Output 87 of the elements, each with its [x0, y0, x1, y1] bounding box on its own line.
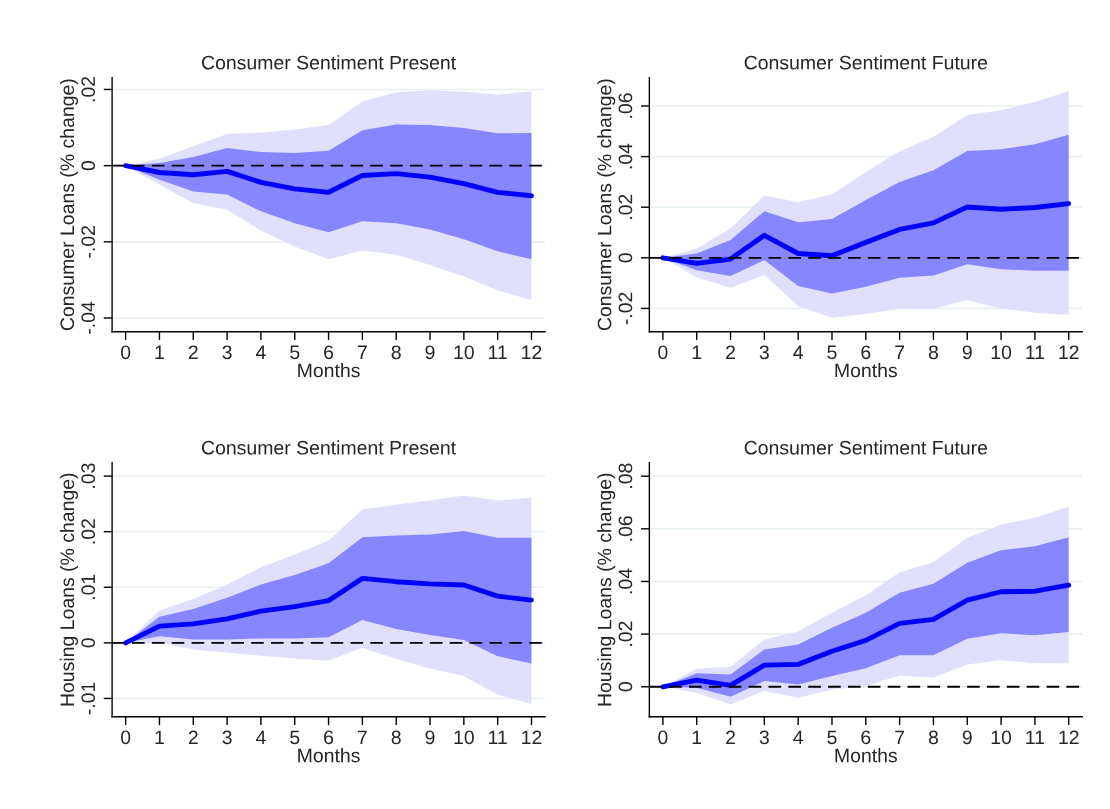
chart-title: Consumer Sentiment Present [202, 440, 456, 455]
x-tick-label: 2 [188, 730, 198, 745]
x-tick-label: 10 [991, 730, 1012, 745]
x-tick-label: 0 [658, 730, 668, 745]
x-tick-label: 2 [188, 345, 198, 359]
x-tick-label: 1 [692, 345, 702, 359]
line-series [123, 575, 534, 646]
x-tick-label: 9 [425, 345, 435, 360]
x-tick-label: 6 [324, 730, 334, 745]
chart-title: Consumer Sentiment Future [744, 440, 988, 455]
y-tick-label: -.04 [81, 301, 96, 334]
x-tick-label: 0 [120, 345, 131, 360]
y-tick-label: .04 [618, 568, 633, 594]
x-tick-label: 8 [391, 345, 401, 360]
x-tick-label: 3 [222, 345, 232, 360]
y-tick-label: .08 [618, 463, 633, 488]
x-tick-label: 3 [759, 730, 769, 745]
y-tick-label: .02 [81, 76, 96, 102]
y-tick-label: 0 [81, 160, 96, 171]
x-tick-label: 1 [155, 345, 164, 359]
y-tick-label: .02 [618, 194, 633, 219]
x-axis-title: Months [298, 363, 360, 378]
x-tick-label: 2 [726, 345, 735, 359]
x-tick-label: 0 [658, 345, 668, 360]
x-tick-label: 3 [759, 345, 769, 360]
x-tick-label: 1 [692, 730, 702, 745]
y-axis-title: Housing Loans (% change) [59, 473, 79, 706]
x-tick-label: 11 [489, 345, 507, 359]
x-tick-label: 11 [489, 730, 507, 745]
chart-title: Consumer Sentiment Future [744, 55, 988, 70]
line-series [660, 582, 1072, 690]
x-tick-label: 10 [454, 730, 474, 745]
x-tick-label: 6 [324, 345, 334, 360]
x-tick-label: 9 [425, 730, 435, 745]
x-tick-label: 1 [155, 730, 164, 745]
x-tick-label: 5 [290, 345, 300, 360]
line-series [660, 201, 1072, 266]
x-tick-label: 6 [861, 345, 871, 360]
x-tick-label: 5 [827, 345, 837, 360]
y-tick-label: -.02 [81, 226, 96, 258]
y-tick-label: 0 [618, 253, 633, 263]
x-tick-label: 4 [793, 345, 803, 359]
y-axis-title: Consumer Loans (% change) [597, 79, 616, 331]
x-tick-label: 12 [1059, 730, 1079, 745]
x-tick-label: 9 [962, 730, 972, 745]
y-tick-label: .06 [618, 516, 633, 541]
x-tick-label: 12 [522, 730, 542, 745]
x-tick-label: 7 [357, 730, 367, 745]
y-tick-label: -.02 [618, 292, 633, 325]
x-tick-label: 7 [357, 345, 367, 359]
x-tick-label: 12 [1059, 345, 1079, 359]
x-tick-label: 2 [726, 730, 735, 745]
x-tick-label: 6 [861, 730, 871, 745]
x-tick-label: 8 [928, 345, 938, 360]
x-tick-label: 12 [522, 345, 542, 359]
x-tick-label: 11 [1026, 730, 1045, 745]
y-axis-title: Housing Loans (% change) [597, 473, 616, 706]
x-tick-label: 7 [895, 345, 905, 359]
chart-title: Consumer Sentiment Present [202, 55, 456, 70]
y-tick-label: .04 [618, 143, 633, 169]
x-tick-label: 7 [895, 730, 905, 745]
x-axis-title: Months [298, 748, 360, 763]
y-tick-label: -.01 [81, 682, 96, 715]
x-tick-label: 11 [1026, 345, 1045, 359]
y-tick-label: .02 [81, 519, 96, 544]
x-tick-label: 9 [962, 345, 972, 360]
y-tick-label: 0 [81, 638, 96, 648]
x-tick-label: 4 [255, 345, 266, 359]
x-tick-label: 10 [991, 345, 1012, 360]
x-axis-title: Months [835, 748, 897, 763]
x-axis-title: Months [835, 363, 897, 378]
x-tick-label: 10 [454, 345, 474, 360]
x-tick-label: 5 [827, 730, 837, 745]
x-tick-label: 8 [391, 730, 401, 745]
x-tick-label: 3 [222, 730, 232, 745]
y-tick-label: 0 [618, 682, 633, 692]
y-tick-label: .06 [618, 93, 633, 118]
y-axis-title: Consumer Loans (% change) [59, 79, 79, 331]
x-tick-label: 4 [255, 730, 266, 745]
y-tick-label: .01 [81, 574, 96, 599]
y-tick-label: .03 [81, 463, 96, 488]
x-tick-label: 4 [793, 730, 803, 745]
line-series [123, 163, 534, 199]
x-tick-label: 5 [290, 730, 300, 745]
y-tick-label: .02 [618, 621, 633, 646]
x-tick-label: 8 [928, 730, 938, 745]
x-tick-label: 0 [120, 730, 131, 745]
